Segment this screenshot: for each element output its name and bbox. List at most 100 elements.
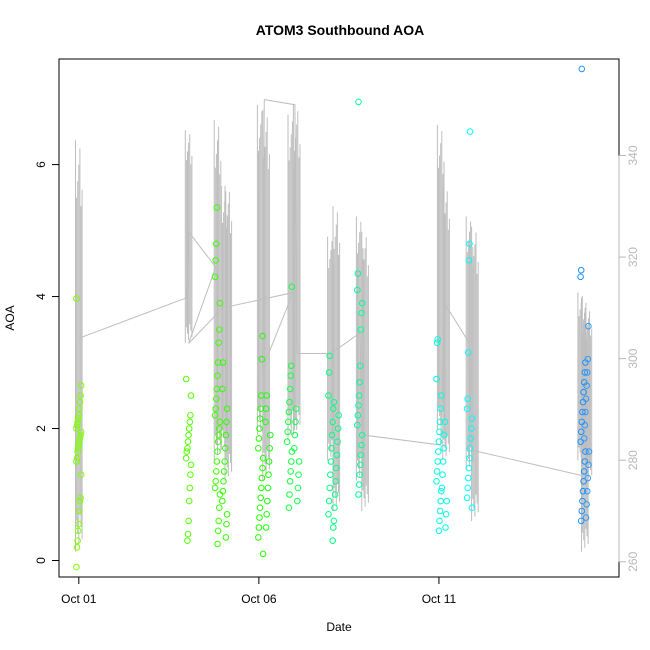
aoa-point — [585, 322, 592, 330]
aoa-point — [74, 415, 82, 422]
aoa-point — [211, 273, 219, 281]
aoa-point — [73, 425, 80, 432]
chart-title: ATOM3 Southbound AOA — [256, 22, 425, 38]
aoa-point — [580, 478, 587, 485]
aoa-point — [262, 418, 269, 426]
aoa-point — [265, 458, 273, 465]
aoa-point — [577, 266, 585, 274]
aoa-point — [581, 369, 589, 376]
aoa-point — [579, 487, 587, 495]
aoa-point — [326, 352, 334, 360]
aoa-point — [213, 395, 220, 403]
aoa-point — [581, 458, 589, 465]
aoa-point — [325, 497, 333, 505]
aoa-point — [583, 501, 590, 508]
aoa-point — [213, 240, 220, 248]
aoa-point — [332, 478, 340, 485]
aoa-point — [263, 392, 271, 399]
aoa-point — [358, 431, 366, 439]
aoa-point — [214, 540, 221, 548]
aoa-point — [257, 494, 265, 502]
right-tick-label: 260 — [626, 551, 640, 571]
aoa-point — [355, 402, 362, 409]
aoa-point — [263, 511, 271, 518]
aoa-point — [187, 471, 194, 479]
aoa-point — [436, 428, 443, 436]
aoa-point — [222, 445, 229, 452]
aoa-point — [262, 405, 270, 413]
aoa-point — [77, 494, 84, 502]
aoa-point — [465, 257, 473, 264]
aoa-point — [354, 412, 362, 419]
aoa-point — [185, 517, 192, 525]
aoa-point — [74, 448, 81, 455]
aoa-point — [577, 517, 585, 525]
aoa-point — [437, 405, 445, 413]
aoa-point — [286, 491, 293, 498]
aoa-point — [187, 392, 195, 399]
right-axis: 260 280 300 320 340 — [618, 145, 640, 572]
aoa-point — [212, 478, 219, 485]
aoa-point — [582, 448, 589, 455]
aoa-point — [214, 359, 222, 366]
left-axis: 0 2 4 6 — [34, 161, 60, 564]
aoa-point — [433, 375, 440, 383]
aoa-point — [443, 497, 451, 505]
aoa-point — [583, 369, 591, 376]
aoa-point — [580, 435, 588, 442]
aoa-point — [582, 514, 590, 521]
right-tick-label: 320 — [626, 247, 640, 267]
aoa-point — [584, 474, 592, 482]
aoa-point — [214, 448, 221, 455]
aoa-point — [182, 454, 190, 462]
aoa-point — [441, 418, 449, 426]
aoa-point — [212, 405, 219, 413]
aoa-point — [357, 461, 364, 469]
aoa-point — [465, 474, 472, 482]
aoa-point — [223, 405, 231, 413]
aoa-point — [220, 478, 227, 485]
aoa-point — [76, 405, 83, 413]
aoa-point — [264, 484, 272, 492]
aoa-point — [77, 431, 84, 439]
aoa-point — [76, 435, 84, 442]
aoa-point — [357, 362, 364, 370]
aoa-point — [440, 445, 448, 452]
aoa-point — [222, 431, 230, 439]
aoa-point — [581, 421, 589, 429]
aoa-point — [75, 412, 83, 419]
left-tick-label: 2 — [34, 425, 48, 432]
aoa-point — [73, 458, 80, 465]
aoa-point — [77, 382, 85, 389]
x-axis-label: Date — [326, 620, 352, 634]
aoa-point — [442, 524, 449, 531]
aoa-point — [223, 520, 230, 528]
aoa-point — [255, 435, 263, 442]
aoa-point — [328, 445, 335, 452]
aoa-point — [577, 438, 584, 446]
aoa-point — [358, 299, 366, 307]
aoa-point — [77, 392, 84, 399]
aoa-point — [292, 418, 299, 426]
aoa-point — [580, 468, 588, 475]
aoa-point — [220, 468, 228, 475]
aoa-point — [468, 425, 475, 432]
x-tick-label: Oct 11 — [422, 592, 457, 606]
aoa-point — [182, 375, 190, 383]
aoa-point — [466, 445, 474, 452]
aoa-point — [286, 398, 293, 406]
x-tick-label: Oct 01 — [61, 592, 97, 606]
aoa-point — [76, 497, 84, 505]
aoa-point — [584, 355, 592, 363]
aoa-point — [582, 408, 589, 416]
aoa-point — [288, 283, 296, 291]
aoa-point — [75, 441, 83, 449]
aoa-point — [256, 415, 264, 422]
aoa-point — [355, 481, 363, 488]
aoa-point — [466, 240, 473, 248]
aoa-point — [254, 534, 262, 541]
aoa-point — [288, 458, 295, 465]
aoa-point — [325, 392, 332, 399]
aoa-point — [326, 484, 334, 492]
